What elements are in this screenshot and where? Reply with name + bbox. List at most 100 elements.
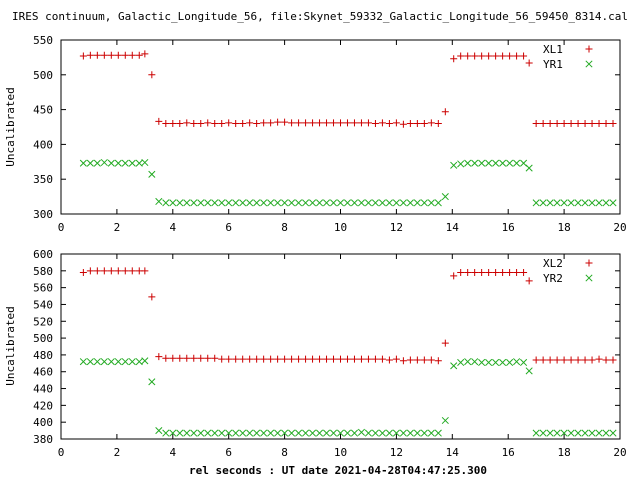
data-point [427, 199, 435, 207]
data-point [295, 199, 303, 207]
data-point [364, 199, 373, 207]
data-point [420, 120, 428, 128]
data-point [315, 429, 324, 437]
data-point [100, 358, 108, 366]
data-point [588, 199, 596, 207]
data-point [141, 50, 149, 58]
data-point [79, 52, 87, 60]
data-point [218, 355, 226, 363]
data-point [239, 120, 247, 128]
y-tick-label: 550 [33, 34, 53, 47]
data-point [336, 429, 345, 437]
series-yr2 [79, 357, 617, 437]
data-point [114, 267, 122, 275]
data-point [525, 59, 533, 67]
data-point [183, 354, 191, 362]
data-point [225, 429, 233, 437]
data-point [471, 358, 479, 366]
x-axis-label: rel seconds : UT date 2021-04-28T04:47:2… [189, 464, 487, 477]
legend-label: YR1 [543, 58, 563, 71]
x-tick-label: 14 [446, 446, 460, 459]
data-point [343, 199, 352, 207]
data-point [114, 358, 122, 366]
data-point [471, 269, 479, 276]
data-point [197, 120, 205, 128]
data-point [295, 119, 303, 127]
data-point [427, 429, 435, 437]
data-point [420, 356, 428, 364]
data-point [441, 108, 449, 116]
data-point [450, 55, 458, 63]
x-tick-label: 18 [557, 446, 570, 459]
data-point [602, 120, 610, 128]
plot-frame [60, 253, 621, 440]
data-point [169, 354, 177, 362]
data-point [274, 429, 282, 437]
data-point [86, 358, 94, 366]
data-point [506, 159, 514, 167]
data-point [295, 429, 303, 437]
y-tick-label: 420 [33, 399, 53, 412]
data-point [399, 357, 407, 365]
data-point [513, 358, 521, 366]
data-point [204, 199, 212, 207]
data-point [114, 51, 122, 59]
data-point [539, 120, 547, 128]
data-point [485, 269, 493, 276]
x-tick-label: 16 [502, 446, 515, 459]
data-point [197, 429, 205, 437]
data-point [532, 429, 540, 437]
data-point [128, 267, 136, 275]
data-point [609, 120, 617, 128]
y-tick-label: 400 [33, 138, 53, 151]
data-point [560, 429, 568, 437]
data-point [539, 356, 547, 364]
data-point [128, 51, 136, 59]
data-point [602, 356, 610, 364]
data-point [183, 119, 191, 127]
data-point [364, 429, 373, 437]
data-point [93, 159, 101, 167]
data-point [211, 199, 219, 207]
data-point [148, 378, 156, 386]
data-point [539, 199, 547, 207]
data-point [457, 358, 465, 367]
data-point [513, 269, 521, 276]
data-point [588, 356, 596, 364]
data-point [197, 354, 205, 362]
data-point [79, 269, 87, 276]
data-point [350, 355, 358, 363]
y-tick-label: 400 [33, 416, 53, 429]
data-point [267, 355, 275, 363]
data-point [148, 293, 156, 301]
data-point [211, 429, 219, 437]
data-point [274, 199, 282, 207]
x-tick-label: 14 [446, 221, 460, 234]
data-point [121, 159, 129, 167]
data-point [406, 199, 414, 207]
data-point [399, 199, 407, 207]
data-point [330, 119, 338, 127]
data-point [128, 159, 136, 167]
data-point [232, 120, 240, 128]
data-point [309, 119, 317, 127]
data-point [485, 358, 493, 367]
y-tick-label: 540 [33, 298, 53, 311]
data-point [399, 429, 407, 437]
legend-marker [585, 45, 593, 53]
x-tick-label: 4 [169, 221, 176, 234]
data-point [281, 355, 289, 363]
y-tick-label: 300 [33, 208, 53, 221]
data-point [274, 118, 282, 126]
data-point [253, 429, 261, 437]
data-point [520, 52, 528, 60]
data-point [204, 119, 212, 127]
data-point [218, 199, 226, 207]
data-point [162, 199, 170, 207]
data-point [427, 119, 435, 127]
data-point [413, 356, 421, 364]
x-tick-label: 20 [613, 221, 626, 234]
data-point [155, 117, 163, 125]
data-point [485, 52, 493, 60]
data-point [399, 120, 407, 128]
